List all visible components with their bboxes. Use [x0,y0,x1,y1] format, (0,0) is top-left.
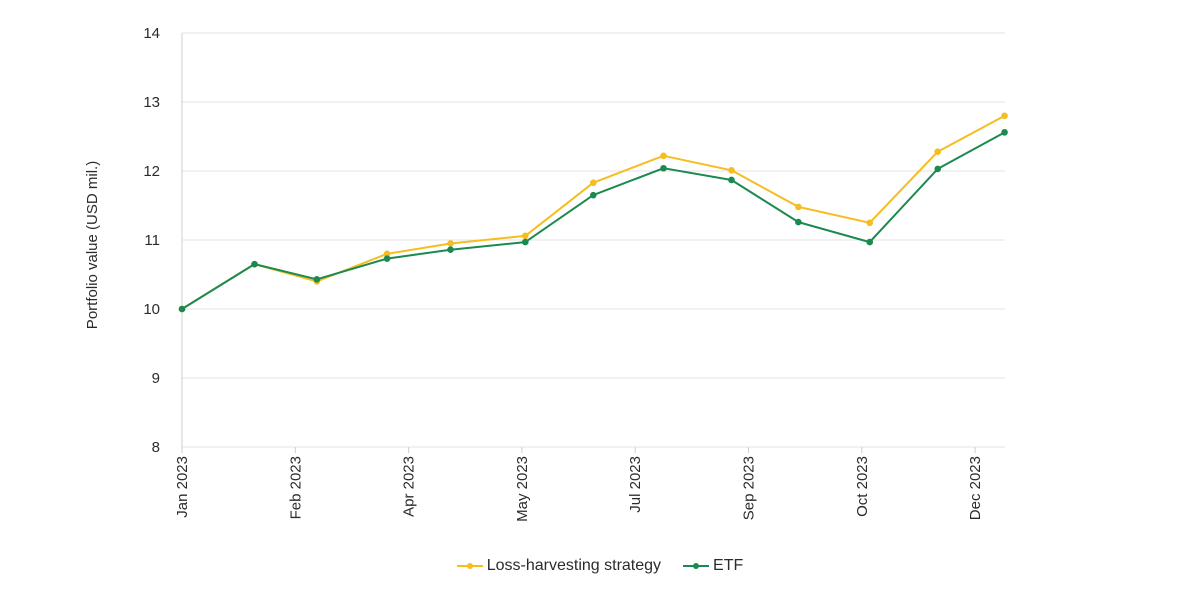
y-tick-label: 8 [152,439,160,456]
legend-item-etf[interactable]: ETF [683,556,743,576]
x-tick-label: Jan 2023 [174,456,191,518]
legend-item-loss-harvesting[interactable]: Loss-harvesting strategy [456,556,662,576]
y-tick-label: 10 [143,301,160,318]
data-point[interactable] [1001,112,1008,120]
y-tick-label: 14 [143,25,160,42]
x-tick-label: Apr 2023 [401,456,418,517]
data-point[interactable] [589,191,597,199]
series-etf [178,129,1008,313]
y-tick-label: 11 [144,232,160,249]
x-tick-label: Oct 2023 [854,456,871,517]
data-point[interactable] [934,148,942,155]
x-tick-label: Jul 2023 [627,456,644,513]
data-point[interactable] [521,238,529,246]
data-point[interactable] [866,219,874,227]
data-point[interactable] [795,218,802,226]
legend: Loss-harvesting strategy ETF [0,556,1200,576]
legend-label-etf: ETF [713,557,744,574]
data-point[interactable] [383,255,391,262]
x-tick-label: May 2023 [514,456,531,522]
legend-label-loss-harvesting: Loss-harvesting strategy [486,557,662,574]
legend-swatch-etf-icon [683,563,710,569]
data-point[interactable] [660,152,667,160]
x-axis-ticks: Jan 2023 Feb 2023 Apr 2023 May 2023 Jul 2023… [174,447,984,522]
series-line [181,131,1006,310]
data-point[interactable] [728,176,735,184]
y-axis-title: Portfolio value (USD mil.) [84,161,101,329]
data-point[interactable] [934,165,942,173]
x-tick-label: Dec 2023 [967,456,984,520]
data-point[interactable] [521,232,529,240]
data-point[interactable] [251,260,258,268]
x-tick-label: Sep 2023 [741,456,758,520]
data-point[interactable] [1001,129,1008,136]
data-point[interactable] [447,240,454,247]
data-point[interactable] [795,203,802,211]
data-point[interactable] [313,276,321,283]
y-tick-label: 9 [152,370,160,387]
data-point[interactable] [178,305,186,313]
x-tick-label: Feb 2023 [287,456,304,519]
y-tick-label: 13 [143,94,160,111]
data-point[interactable] [660,164,667,172]
data-point[interactable] [589,179,597,187]
legend-swatch-loss-harvesting-icon [456,563,483,569]
series-group [178,112,1008,313]
data-point[interactable] [866,238,874,246]
y-axis-ticks: 8 9 10 11 12 13 14 [143,25,160,456]
data-point[interactable] [728,167,735,174]
data-point[interactable] [383,250,391,258]
data-point[interactable] [447,246,454,253]
gridlines [182,32,1005,448]
series-line [181,114,1006,310]
y-tick-label: 12 [143,163,160,180]
series-loss-harvesting-strategy [178,112,1008,313]
